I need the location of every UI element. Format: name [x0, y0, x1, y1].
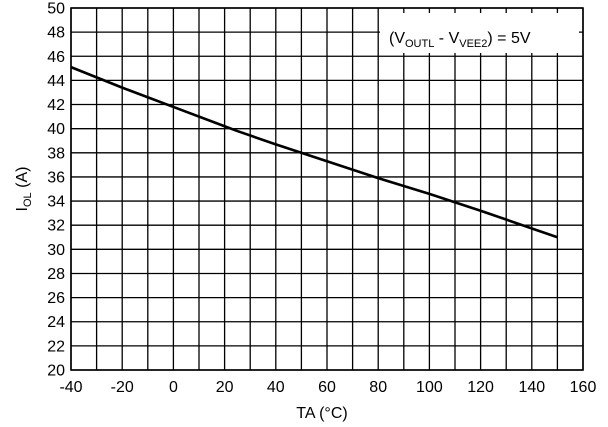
x-tick-label: -20: [111, 379, 134, 396]
x-tick-label: -40: [59, 379, 82, 396]
y-axis-title-suffix: (A): [14, 167, 31, 193]
y-tick-label: 28: [47, 266, 65, 283]
y-axis-title: IOL (A): [14, 167, 34, 212]
y-tick-label: 20: [47, 363, 65, 380]
annotation-sub-vee2: VEE2: [459, 38, 487, 50]
annotation-open: (V: [389, 30, 405, 47]
x-tick-label: 100: [416, 379, 443, 396]
y-tick-label: 38: [47, 145, 65, 162]
y-tick-label: 42: [47, 97, 65, 114]
y-tick-label: 48: [47, 25, 65, 42]
y-tick-label: 44: [47, 73, 65, 90]
x-axis-title: TA (°C): [296, 405, 347, 422]
series-layer: [70, 65, 558, 239]
annotation-close: ) = 5V: [487, 30, 530, 47]
grid: [70, 7, 584, 371]
x-tick-labels: -40 -20 0 20 40 60 80 100 120 140 160: [59, 379, 596, 396]
y-axis-title-sub: OL: [22, 192, 34, 207]
annotation: (VOUTL - VVEE2) = 5V: [389, 30, 531, 50]
y-axis-title-main: I: [14, 207, 31, 211]
x-tick-label: 120: [467, 379, 494, 396]
x-tick-label: 60: [318, 379, 336, 396]
y-tick-label: 26: [47, 290, 65, 307]
x-tick-label: 140: [518, 379, 545, 396]
y-tick-label: 40: [47, 121, 65, 138]
y-tick-label: 36: [47, 169, 65, 186]
annotation-box: [380, 13, 579, 53]
annotation-mid: - V: [434, 30, 459, 47]
series-line: [70, 65, 558, 239]
y-tick-label: 34: [47, 194, 65, 211]
y-tick-label: 50: [47, 1, 65, 18]
annotation-sub-outl: OUTL: [405, 38, 434, 50]
x-tick-label: 160: [570, 379, 597, 396]
y-tick-label: 32: [47, 218, 65, 235]
x-tick-label: 40: [267, 379, 285, 396]
y-tick-labels: 20 22 24 26 28 30 32 34 36 38 40 42 44 46 48 50: [47, 1, 65, 380]
x-tick-label: 0: [169, 379, 178, 396]
y-tick-label: 30: [47, 242, 65, 259]
plot-frame: [70, 7, 584, 371]
y-tick-label: 22: [47, 338, 65, 355]
y-tick-label: 24: [47, 314, 65, 331]
y-tick-label: 46: [47, 49, 65, 66]
x-tick-label: 80: [369, 379, 387, 396]
x-tick-label: 20: [216, 379, 234, 396]
